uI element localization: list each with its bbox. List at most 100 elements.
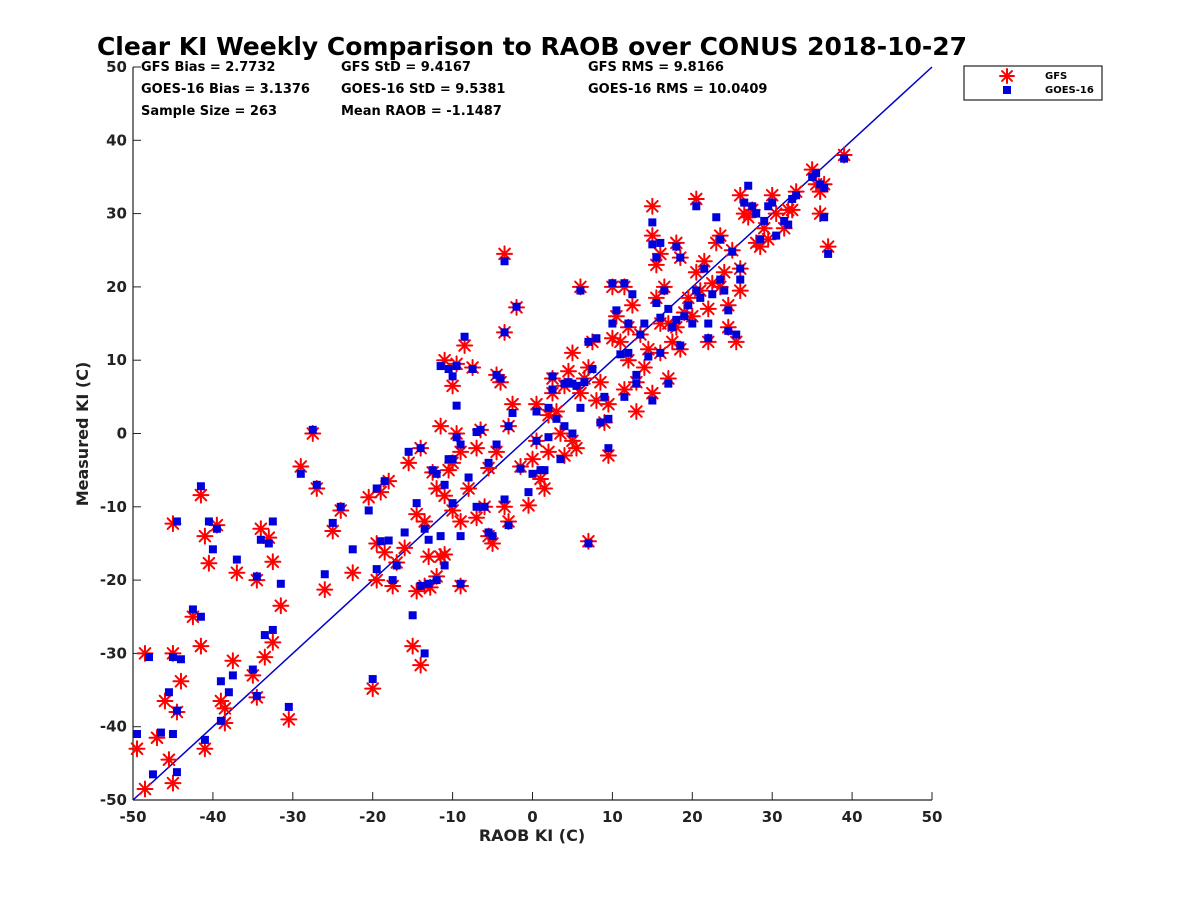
- goes16-point: [664, 304, 673, 313]
- goes16-point: [664, 379, 673, 388]
- x-tick-label: 40: [842, 808, 863, 826]
- goes16-point: [824, 249, 833, 258]
- legend-goes16-marker: [1003, 86, 1011, 94]
- goes16-point: [644, 352, 653, 361]
- goes16-point: [372, 484, 381, 493]
- goes16-point: [724, 306, 733, 315]
- goes16-point: [484, 458, 493, 467]
- goes16-point: [604, 444, 613, 453]
- goes16-point: [820, 213, 829, 222]
- goes16-point: [680, 312, 689, 321]
- goes16-point: [228, 671, 237, 680]
- goes16-point: [440, 561, 449, 570]
- stat-mean-raob: Mean RAOB = -1.1487: [341, 104, 502, 119]
- goes16-point: [436, 532, 445, 541]
- goes16-point: [148, 770, 157, 779]
- goes16-point: [560, 422, 569, 431]
- goes16-point: [684, 301, 693, 310]
- gfs-point: [172, 672, 190, 690]
- gfs-point: [196, 527, 214, 545]
- goes16-point: [452, 433, 461, 442]
- gfs-point: [264, 553, 282, 571]
- goes16-point: [736, 275, 745, 284]
- legend-gfs-asterisk: [999, 68, 1015, 84]
- goes16-point: [812, 169, 821, 178]
- y-tick-label: 50: [106, 58, 127, 76]
- goes16-point: [196, 612, 205, 621]
- y-tick-label: 40: [106, 131, 127, 149]
- goes16-point: [584, 539, 593, 548]
- goes16-point: [452, 401, 461, 410]
- y-tick-label: 30: [106, 205, 127, 223]
- goes16-point: [480, 502, 489, 511]
- goes16-point: [608, 279, 617, 288]
- goes16-point: [548, 385, 557, 394]
- goes16-point: [308, 425, 317, 434]
- goes16-point: [224, 688, 233, 697]
- goes16-point: [748, 202, 757, 211]
- stat-gfs-bias: GFS Bias = 2.7732: [141, 60, 275, 75]
- goes16-point: [172, 768, 181, 777]
- goes16-point: [692, 286, 701, 295]
- goes16-point: [516, 464, 525, 473]
- gfs-point: [731, 282, 749, 300]
- goes16-point: [432, 469, 441, 478]
- gfs-point: [272, 597, 290, 615]
- goes16-point: [260, 631, 269, 640]
- goes16-point: [432, 576, 441, 585]
- gfs-point: [420, 548, 438, 566]
- goes16-point: [528, 469, 537, 478]
- gfs-point: [136, 780, 154, 798]
- goes16-point: [444, 364, 453, 373]
- goes16-point: [820, 183, 829, 192]
- goes16-point: [404, 447, 413, 456]
- goes16-point: [336, 502, 345, 511]
- legend-gfs-label: GFS: [1045, 71, 1067, 82]
- gfs-point: [444, 377, 462, 395]
- goes16-point: [296, 469, 305, 478]
- goes16-point: [656, 348, 665, 357]
- goes16-point: [412, 499, 421, 508]
- goes16-point: [652, 299, 661, 308]
- y-ticks: 50 40 30 20 10 0 -10 -20 -30 -40 -50: [100, 58, 141, 809]
- goes16-point: [840, 154, 849, 163]
- goes16-point: [768, 198, 777, 207]
- goes16-point: [448, 499, 457, 508]
- gfs-point: [224, 652, 242, 670]
- goes16-point: [772, 231, 781, 240]
- goes16-point: [624, 319, 633, 328]
- gfs-point: [468, 509, 486, 527]
- goes16-point: [544, 433, 553, 442]
- gfs-point: [539, 443, 557, 461]
- goes16-point: [408, 611, 417, 620]
- goes16-point: [704, 319, 713, 328]
- gfs-point: [504, 395, 522, 413]
- goes16-point: [420, 524, 429, 533]
- goes16-point: [252, 572, 261, 581]
- goes16-point: [660, 286, 669, 295]
- x-tick-label: -40: [199, 808, 226, 826]
- goes16-point: [736, 264, 745, 273]
- goes16-point: [540, 466, 549, 475]
- goes16-point: [576, 403, 585, 412]
- goes16-point: [456, 532, 465, 541]
- gfs-point: [360, 488, 378, 506]
- goes16-point: [500, 495, 509, 504]
- gfs-point: [535, 479, 553, 497]
- goes16-point: [752, 209, 761, 218]
- goes16-point: [784, 220, 793, 229]
- gfs-point: [643, 227, 661, 245]
- goes16-point: [168, 653, 177, 662]
- goes16-point: [572, 381, 581, 390]
- goes16-point: [416, 444, 425, 453]
- goes16-point: [456, 440, 465, 449]
- goes16-point: [628, 290, 637, 299]
- goes16-point: [624, 348, 633, 357]
- gfs-point: [400, 454, 418, 472]
- goes16-point: [656, 313, 665, 322]
- goes16-point: [172, 706, 181, 715]
- goes16-point: [440, 480, 449, 489]
- gfs-point: [783, 201, 801, 219]
- gfs-point: [264, 633, 282, 651]
